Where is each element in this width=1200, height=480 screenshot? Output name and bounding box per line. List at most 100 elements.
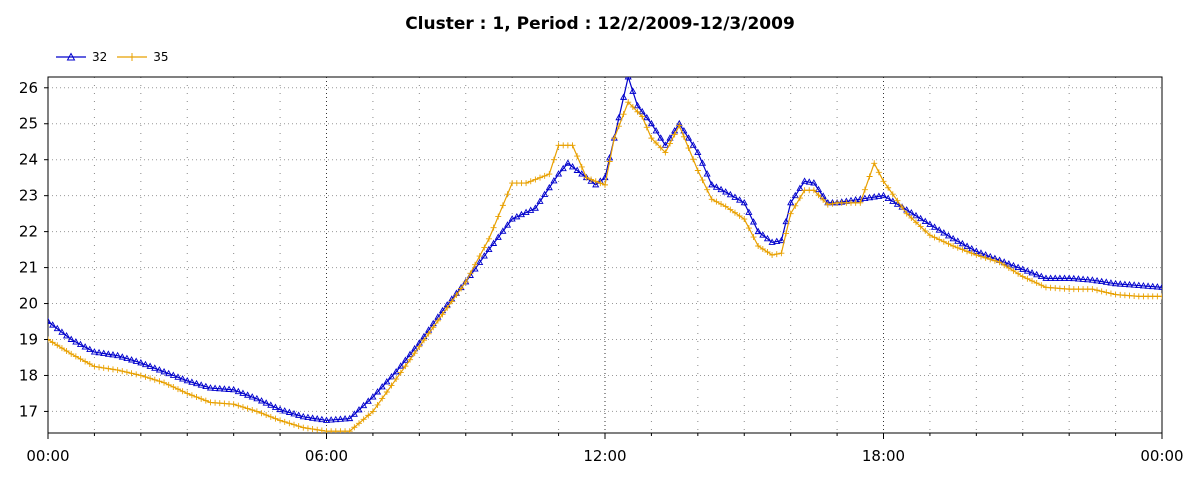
series-marker-32 <box>397 362 405 369</box>
series-marker-32 <box>211 384 219 391</box>
series-marker-32 <box>940 229 948 236</box>
series-marker-35 <box>137 372 144 379</box>
series-marker-35 <box>230 401 237 408</box>
series-marker-35 <box>472 261 479 268</box>
series-marker-35 <box>922 227 929 234</box>
x-tick-label: 00:00 <box>26 447 69 465</box>
series-marker-35 <box>620 111 627 118</box>
series-marker-35 <box>940 238 947 245</box>
series-marker-35 <box>295 423 302 430</box>
series-marker-35 <box>499 202 506 209</box>
series-marker-35 <box>179 388 186 395</box>
series-marker-32 <box>378 383 386 390</box>
series-marker-32 <box>759 231 767 238</box>
series-marker-32 <box>541 190 549 198</box>
series-marker-35 <box>49 339 56 346</box>
series-marker-32 <box>559 164 567 172</box>
series-marker-32 <box>369 393 377 400</box>
series-marker-32 <box>295 411 303 418</box>
series-marker-35 <box>109 366 116 373</box>
series-marker-35 <box>615 123 622 130</box>
series-marker-35 <box>1107 290 1114 297</box>
series-marker-35 <box>634 108 641 115</box>
series-marker-35 <box>374 401 381 408</box>
series-marker-35 <box>198 395 205 402</box>
series-marker-32 <box>573 166 581 173</box>
legend-item-35: 35 <box>117 50 169 64</box>
series-marker-35 <box>68 350 75 357</box>
series-marker-35 <box>267 413 274 420</box>
series-marker-35 <box>133 371 140 378</box>
series-marker-35 <box>379 395 386 402</box>
series-marker-32 <box>647 119 655 127</box>
chart-title: Cluster : 1, Period : 12/2/2009-12/3/200… <box>405 14 795 34</box>
series-marker-35 <box>931 234 938 241</box>
series-marker-32 <box>406 350 414 358</box>
series-marker-35 <box>96 364 103 371</box>
series-marker-35 <box>541 172 548 179</box>
series-marker-32 <box>1079 275 1087 282</box>
x-tick-label: 18:00 <box>862 447 905 465</box>
series-marker-35 <box>569 142 576 149</box>
series-marker-32 <box>1009 261 1018 269</box>
series-marker-35 <box>546 171 553 178</box>
series-marker-32 <box>963 242 971 249</box>
series-marker-32 <box>1158 283 1162 290</box>
series-marker-32 <box>109 351 117 358</box>
series-marker-32 <box>62 331 71 339</box>
series-marker-32 <box>508 215 516 222</box>
series-marker-32 <box>1028 269 1036 276</box>
series-marker-35 <box>291 421 298 428</box>
series-marker-32 <box>490 239 498 246</box>
series-marker-32 <box>522 208 530 216</box>
series-marker-35 <box>857 199 864 206</box>
series-marker-35 <box>407 356 414 363</box>
series-marker-32 <box>536 197 544 204</box>
series-marker-35 <box>388 382 395 389</box>
series-marker-32 <box>917 214 925 222</box>
series-marker-35 <box>397 369 404 376</box>
series-marker-32 <box>1139 282 1147 289</box>
series-marker-35 <box>875 169 882 176</box>
series-marker-35 <box>239 404 246 411</box>
series-marker-35 <box>281 418 288 425</box>
series-marker-32 <box>763 234 772 242</box>
series-marker-35 <box>277 417 284 424</box>
series-marker-32 <box>513 212 521 220</box>
series-marker-35 <box>954 244 961 251</box>
series-marker-32 <box>401 356 409 363</box>
series-marker-32 <box>86 345 94 353</box>
series-marker-35 <box>411 350 418 357</box>
series-marker-32 <box>141 360 150 368</box>
series-marker-35 <box>174 386 181 393</box>
series-marker-32 <box>318 415 326 423</box>
series-marker-32 <box>81 343 89 350</box>
series-marker-32 <box>954 237 962 244</box>
series-marker-32 <box>216 384 224 392</box>
series-marker-35 <box>996 259 1003 266</box>
series-marker-32 <box>95 348 103 356</box>
series-marker-32 <box>503 221 512 228</box>
series-marker-32 <box>870 193 878 200</box>
series-marker-35 <box>453 291 460 298</box>
series-marker-35 <box>977 253 984 260</box>
series-marker-35 <box>708 196 715 203</box>
series-marker-32 <box>76 340 85 347</box>
series-marker-32 <box>731 193 739 200</box>
series-marker-32 <box>1102 278 1110 285</box>
series-marker-35 <box>402 363 409 370</box>
series-marker-35 <box>425 330 432 337</box>
series-marker-35 <box>304 425 311 432</box>
series-marker-35 <box>602 181 608 188</box>
series-marker-32 <box>267 401 275 408</box>
series-marker-32 <box>230 385 238 393</box>
series-marker-35 <box>1159 293 1162 300</box>
series-marker-35 <box>105 365 112 372</box>
series-marker-35 <box>161 379 168 386</box>
series-marker-35 <box>462 278 469 285</box>
series-marker-35 <box>820 196 827 203</box>
series-marker-32 <box>787 198 795 206</box>
series-marker-32 <box>773 237 781 244</box>
series-marker-35 <box>713 198 720 205</box>
series-marker-35 <box>300 424 307 431</box>
